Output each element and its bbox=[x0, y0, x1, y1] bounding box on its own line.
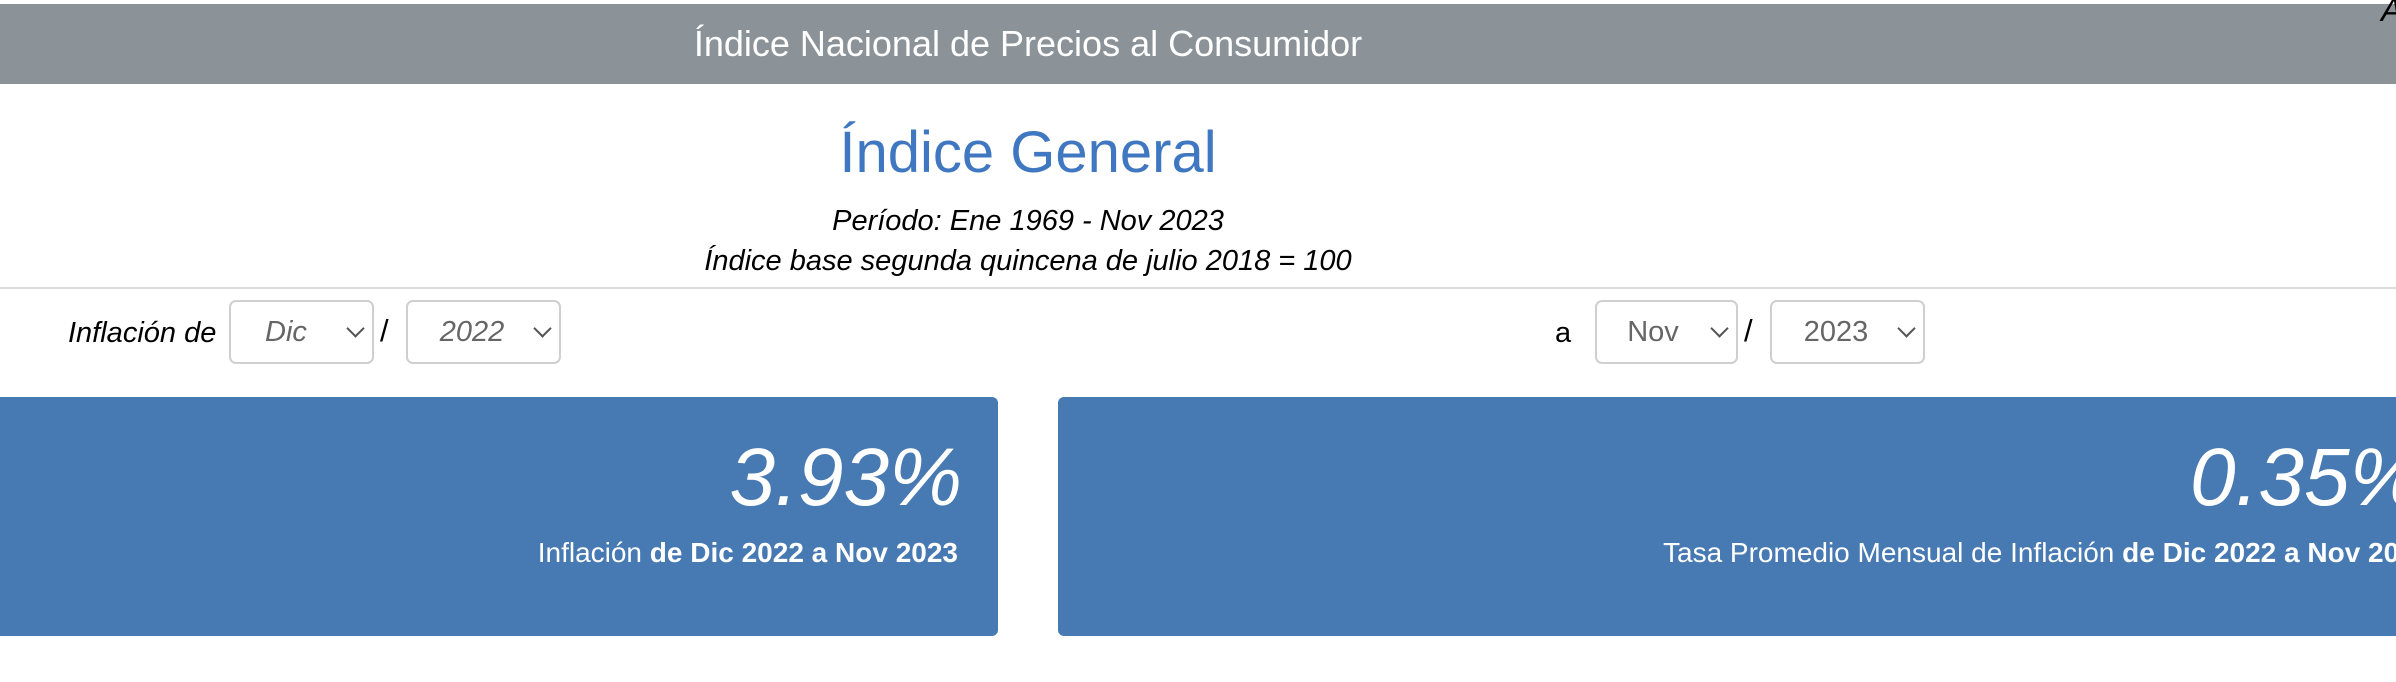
divider bbox=[0, 287, 2396, 289]
date-separator: / bbox=[1744, 313, 1753, 348]
monthly-rate-caption-prefix: Tasa Promedio Mensual de Inflación bbox=[1663, 537, 2115, 568]
from-year-select[interactable]: 2022 bbox=[406, 300, 561, 364]
monthly-rate-value: 0.35% bbox=[2190, 432, 2396, 523]
period-text: Período: Ene 1969 - Nov 2023 bbox=[832, 205, 1224, 237]
date-separator: / bbox=[380, 313, 389, 348]
chevron-down-icon bbox=[533, 319, 552, 338]
header-bar: Índice Nacional de Precios al Consumidor… bbox=[0, 0, 2396, 84]
to-month-select[interactable]: Nov bbox=[1595, 300, 1738, 364]
inflation-caption-range: de Dic 2022 a Nov 2023 bbox=[649, 537, 958, 568]
chevron-down-icon bbox=[1897, 319, 1916, 338]
monthly-rate-caption: Tasa Promedio Mensual de Inflación de Di… bbox=[1663, 535, 2396, 571]
chevron-down-icon bbox=[346, 319, 365, 338]
inflation-to-label: a bbox=[1555, 317, 1572, 349]
inflation-caption-prefix: Inflación bbox=[537, 537, 643, 568]
base-index-text: Índice base segunda quincena de julio 20… bbox=[704, 245, 1352, 277]
monthly-rate-card: 0.35% Tasa Promedio Mensual de Inflación… bbox=[1058, 397, 2396, 636]
to-year-select[interactable]: 2023 bbox=[1770, 300, 1925, 364]
from-month-value: Dic bbox=[265, 316, 307, 348]
chevron-down-icon bbox=[1710, 319, 1729, 338]
to-month-value: Nov bbox=[1627, 316, 1679, 348]
from-month-select[interactable]: Dic bbox=[229, 300, 374, 364]
to-year-value: 2023 bbox=[1803, 316, 1869, 348]
monthly-rate-caption-range: de Dic 2022 a Nov 2023 bbox=[2122, 537, 2396, 568]
page-title: Índice General bbox=[839, 120, 1217, 185]
inflation-value: 3.93% bbox=[729, 432, 962, 523]
inflation-card: 3.93% Inflación de Dic 2022 a Nov 2023 bbox=[0, 397, 998, 636]
from-year-value: 2022 bbox=[439, 316, 505, 348]
header-title: Índice Nacional de Precios al Consumidor bbox=[693, 23, 1363, 64]
header-corner-text: A bbox=[2381, 0, 2396, 29]
inflation-from-label: Inflación de bbox=[68, 317, 217, 349]
inflation-caption: Inflación de Dic 2022 a Nov 2023 bbox=[538, 535, 958, 571]
